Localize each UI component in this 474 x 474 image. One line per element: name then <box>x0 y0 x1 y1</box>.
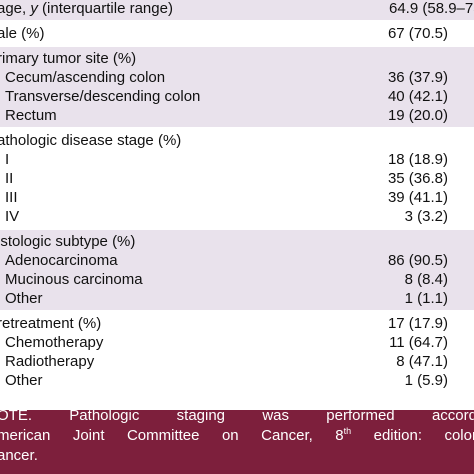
table-section: rimary tumor site (%) Cecum/ascending col… <box>0 47 474 129</box>
row-label: athologic disease stage (%) <box>0 132 182 149</box>
table-row: rimary tumor site (%) <box>0 49 474 68</box>
table-row: II 35 (36.8) <box>0 169 474 188</box>
row-label: Rectum <box>5 107 57 124</box>
label-part: (interquartile range) <box>37 0 173 17</box>
table-row: Cecum/ascending colon 36 (37.9) <box>0 68 474 87</box>
table-section: ale (%) 67 (70.5) <box>0 22 474 47</box>
row-value: 36 (37.9) <box>387 69 448 86</box>
row-value: 11 (64.7) <box>389 334 448 351</box>
note-line: merican Joint Committee on Cancer, 8th e… <box>0 426 474 446</box>
table-row: athologic disease stage (%) <box>0 131 474 150</box>
table-section: retreatment (%) 17 (17.9) Chemotherapy 11 (… <box>0 312 474 394</box>
table-note: OTE. Pathologic staging was performed ac… <box>0 410 474 474</box>
row-value: 8 (47.1) <box>396 353 448 370</box>
row-label: Chemotherapy <box>5 334 104 351</box>
table-section: istologic subtype (%) Adenocarcinoma 86 (9… <box>0 230 474 312</box>
table-row: Adenocarcinoma 86 (90.5) <box>0 251 474 270</box>
row-value: 86 (90.5) <box>387 252 448 269</box>
note-text: edition: colorect <box>373 427 474 444</box>
table-row: Other 1 (1.1) <box>0 289 474 308</box>
row-label: Mucinous carcinoma <box>5 271 143 288</box>
row-value: 39 (41.1) <box>387 189 448 206</box>
row-value: 67 (70.5) <box>387 25 448 42</box>
note-line: ancer. <box>0 447 38 464</box>
row-label: Adenocarcinoma <box>5 252 118 269</box>
row-value: 3 (3.2) <box>404 208 448 225</box>
note-text: merican Joint Committee on Cancer, 8 <box>0 427 344 444</box>
row-label: Other <box>5 290 43 307</box>
table: age, y (interquartile range) 64.9 (58.9–7… <box>0 0 474 394</box>
row-value: 35 (36.8) <box>387 170 448 187</box>
table-row: I 18 (18.9) <box>0 150 474 169</box>
table-row: Other 1 (5.9) <box>0 371 474 390</box>
row-label: istologic subtype (%) <box>0 233 136 250</box>
row-value: 64.9 (58.9–73 <box>389 0 474 17</box>
note-line: OTE. Pathologic staging was performed ac… <box>0 410 474 424</box>
row-value: 8 (8.4) <box>404 271 448 288</box>
table-row: Chemotherapy 11 (64.7) <box>0 333 474 352</box>
table-section: age, y (interquartile range) 64.9 (58.9–7… <box>0 0 474 22</box>
row-label: Other <box>5 372 43 389</box>
row-label: I <box>5 151 10 168</box>
table-row: ale (%) 67 (70.5) <box>0 24 474 43</box>
row-label: retreatment (%) <box>0 315 102 332</box>
table-row: Rectum 19 (20.0) <box>0 106 474 125</box>
superscript: th <box>343 426 352 436</box>
row-label: rimary tumor site (%) <box>0 50 137 67</box>
row-value: 40 (42.1) <box>387 88 448 105</box>
row-label: Cecum/ascending colon <box>5 69 166 86</box>
row-value: 1 (1.1) <box>404 290 448 307</box>
label-part: y <box>30 0 38 17</box>
table-row: retreatment (%) 17 (17.9) <box>0 314 474 333</box>
table-row: IV 3 (3.2) <box>0 207 474 226</box>
row-value: 1 (5.9) <box>404 372 448 389</box>
row-label: Radiotherapy <box>5 353 95 370</box>
row-label: IV <box>5 208 20 225</box>
table-row: istologic subtype (%) <box>0 232 474 251</box>
row-label: III <box>5 189 18 206</box>
row-value: 18 (18.9) <box>387 151 448 168</box>
table-row: Radiotherapy 8 (47.1) <box>0 352 474 371</box>
row-label: II <box>5 170 14 187</box>
table-row: III 39 (41.1) <box>0 188 474 207</box>
row-label: age, y (interquartile range) <box>0 0 173 18</box>
table-row: Transverse/descending colon 40 (42.1) <box>0 87 474 106</box>
row-value: 19 (20.0) <box>387 107 448 124</box>
table-section: athologic disease stage (%) I 18 (18.9) II 3… <box>0 129 474 230</box>
row-label: ale (%) <box>0 25 45 42</box>
row-value: 17 (17.9) <box>387 315 448 332</box>
table-row: age, y (interquartile range) 64.9 (58.9–7… <box>0 0 474 18</box>
table-row: Mucinous carcinoma 8 (8.4) <box>0 270 474 289</box>
row-label: Transverse/descending colon <box>5 88 201 105</box>
label-part: age, <box>0 0 31 17</box>
